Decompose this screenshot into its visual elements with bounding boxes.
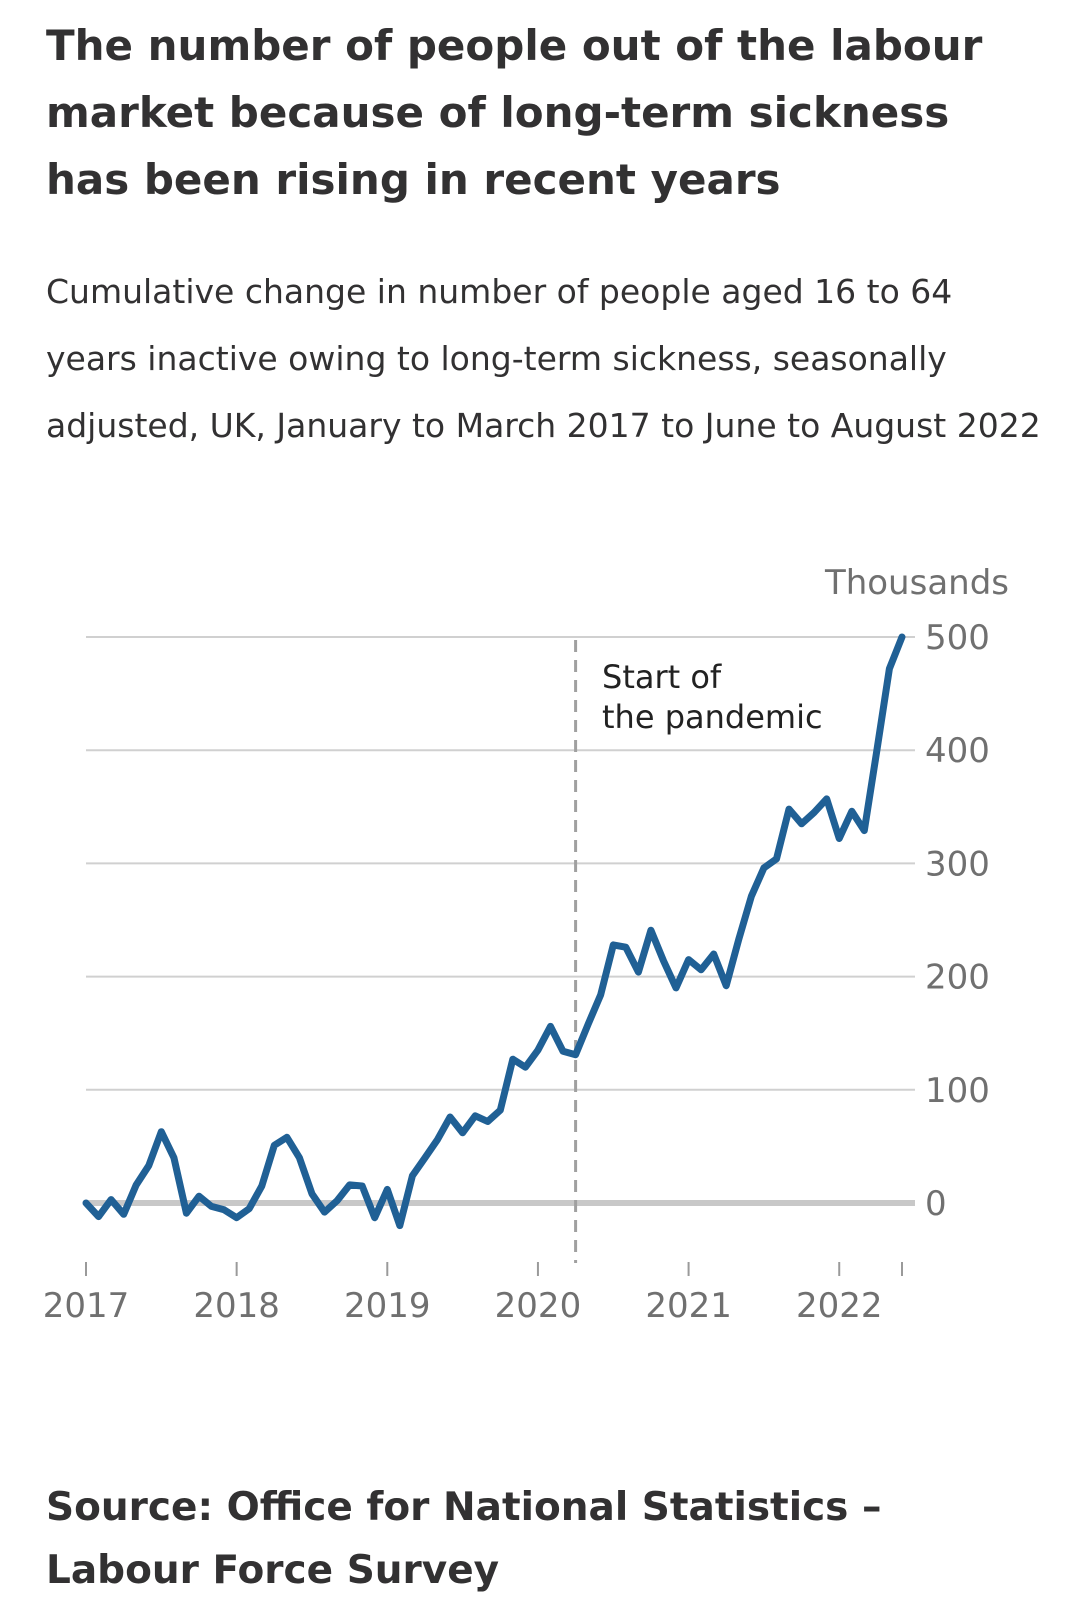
x-tick-label: 2021 (645, 1286, 732, 1326)
series-line (82, 633, 906, 1230)
y-tick-label: 0 (925, 1184, 947, 1224)
y-unit-label: Thousands (824, 563, 1009, 603)
x-tick-label: 2022 (796, 1286, 883, 1326)
y-tick-label: 400 (925, 731, 990, 771)
pandemic-annotation-label: the pandemic (602, 698, 823, 736)
chart-subtitle: Cumulative change in number of people ag… (46, 272, 1041, 445)
gridlines (86, 636, 915, 1206)
series-layer (82, 633, 906, 1230)
x-tick-label: 2019 (344, 1286, 431, 1326)
y-tick-label: 500 (925, 618, 990, 658)
chart-title: The number of people out of the labour m… (46, 21, 983, 204)
y-tick-label: 300 (925, 844, 990, 884)
x-tick-label: 2018 (193, 1286, 280, 1326)
source-note: Source: Office for National Statistics –… (46, 1485, 882, 1593)
x-tick-label: 2020 (495, 1286, 582, 1326)
x-axis: 2017 2018 2019 2020 2021 2022 (43, 1262, 903, 1326)
y-tick-label: 100 (925, 1071, 990, 1111)
x-tick-label: 2017 (43, 1286, 130, 1326)
pandemic-annotation-label: Start of (602, 658, 722, 696)
y-axis: Thousands 0 100 200 300 400 500 (824, 563, 1009, 1224)
y-tick-label: 200 (925, 958, 990, 998)
